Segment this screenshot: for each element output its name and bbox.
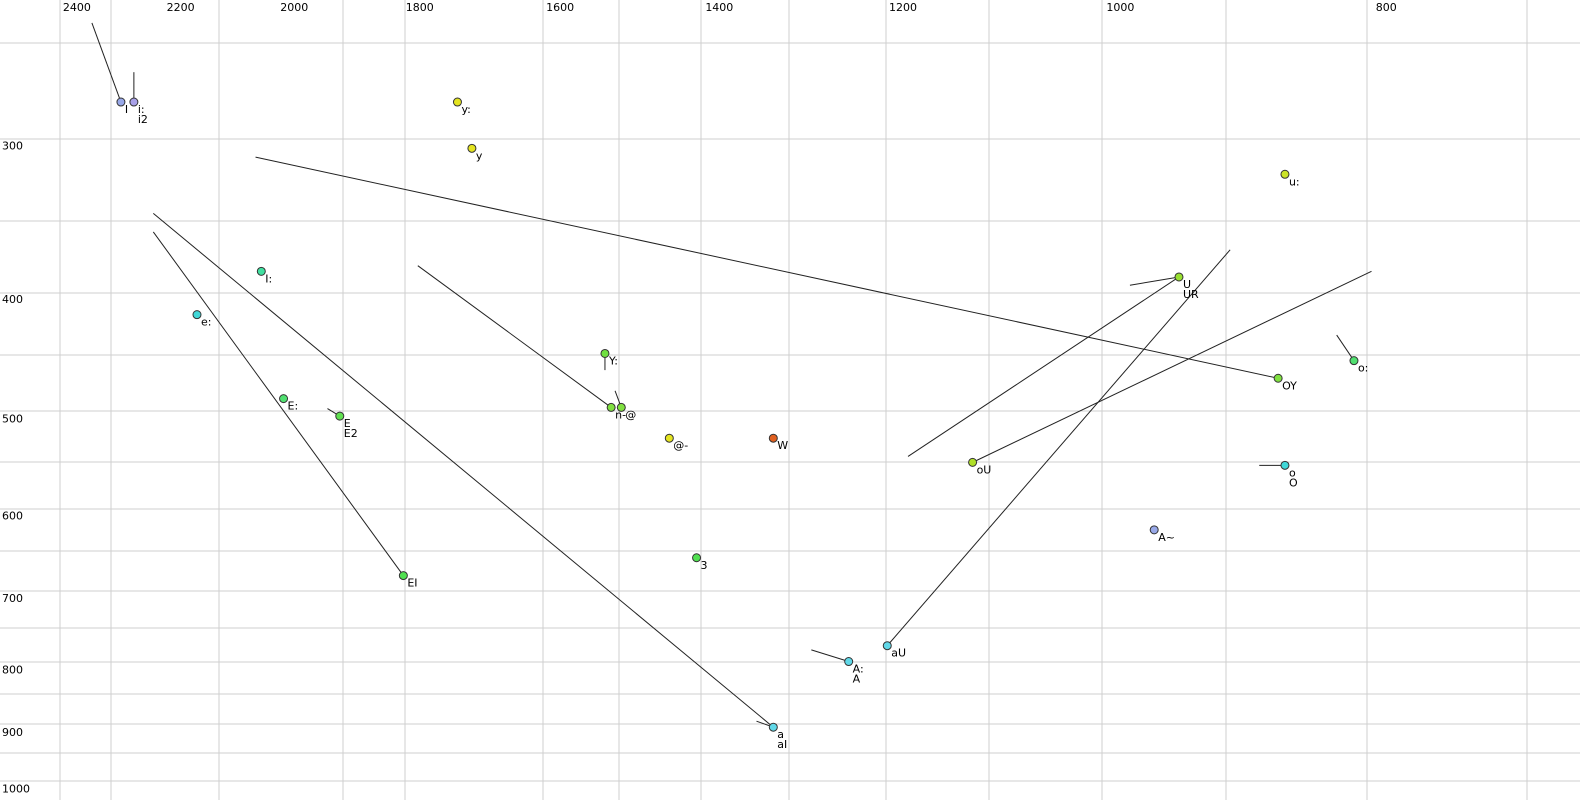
point-label: i:: [138, 103, 145, 116]
point: [1149, 525, 1159, 535]
trajectory: [972, 270, 1372, 463]
point: [452, 97, 462, 107]
point-label: oU: [977, 463, 992, 476]
point: [600, 348, 610, 358]
x-tick-label: 800: [1376, 1, 1397, 14]
point-label: E2: [344, 427, 358, 440]
trajectory: [417, 265, 612, 408]
y-tick-label: 900: [2, 726, 23, 739]
trajectory: [91, 22, 122, 103]
point: [606, 402, 616, 412]
point-label: A: [853, 673, 861, 686]
point: [467, 143, 477, 153]
point: [768, 722, 778, 732]
point-label: I: [125, 103, 128, 116]
point: [129, 97, 139, 107]
point-label: A:: [853, 663, 864, 676]
y-tick-label: 300: [2, 140, 23, 153]
x-tick-label: 1200: [889, 1, 917, 14]
x-tick-label: 1000: [1106, 1, 1134, 14]
point-label: u:: [1289, 175, 1300, 188]
point: [256, 266, 266, 276]
point: [335, 411, 345, 421]
point: [968, 457, 978, 467]
x-tick-label: 2200: [167, 1, 195, 14]
trajectory: [1336, 334, 1355, 361]
point: [1273, 373, 1283, 383]
point-label: a: [777, 728, 784, 741]
point: [768, 433, 778, 443]
trajectory: [811, 649, 849, 663]
y-tick-label: 1000: [2, 782, 30, 795]
point: [1280, 460, 1290, 470]
point-label: i2: [138, 113, 148, 126]
x-tick-label: 1800: [406, 1, 434, 14]
point: [192, 310, 202, 320]
point-label: E: [344, 417, 351, 430]
point: [692, 553, 702, 563]
y-tick-label: 600: [2, 510, 23, 523]
point: [279, 394, 289, 404]
point-label: Y:: [608, 354, 618, 367]
trajectory: [152, 231, 404, 576]
point-label: E:: [288, 400, 299, 413]
trajectory: [152, 212, 774, 728]
trajectory: [1129, 276, 1180, 286]
point: [1280, 169, 1290, 179]
point-label: O: [1289, 476, 1298, 489]
point-label: @-: [673, 439, 688, 452]
point-label: OY: [1282, 379, 1297, 392]
point: [664, 433, 674, 443]
y-tick-label: 700: [2, 592, 23, 605]
trajectory: [886, 249, 1231, 647]
point-label: EI: [407, 577, 417, 590]
point: [616, 402, 626, 412]
point: [882, 641, 892, 651]
y-tick-label: 800: [2, 663, 23, 676]
point-label: n-: [615, 408, 626, 421]
point-label: e:: [201, 316, 211, 329]
x-tick-label: 2400: [63, 1, 91, 14]
point: [116, 97, 126, 107]
x-tick-label: 1600: [546, 1, 574, 14]
point-label: o:: [1358, 362, 1368, 375]
point: [844, 657, 854, 667]
point-label: aI: [777, 738, 787, 751]
y-tick-label: 500: [2, 412, 23, 425]
point: [398, 571, 408, 581]
trajectory: [255, 156, 1279, 379]
point-label: W: [777, 439, 788, 452]
point: [1349, 356, 1359, 366]
point: [1174, 272, 1184, 282]
point-label: y: [476, 149, 483, 162]
trajectory: [907, 276, 1180, 457]
x-tick-label: 2000: [280, 1, 308, 14]
y-tick-label: 400: [2, 293, 23, 306]
point-label: aU: [891, 647, 906, 660]
point-label: I:: [265, 272, 272, 285]
point-label: o: [1289, 466, 1296, 479]
x-tick-label: 1400: [705, 1, 733, 14]
point-label: @: [625, 408, 636, 421]
point-label: 3: [701, 559, 708, 572]
point-label: y:: [461, 103, 470, 116]
point-label: UR: [1183, 288, 1199, 301]
point-label: A~: [1158, 531, 1175, 544]
point-label: U: [1183, 278, 1191, 291]
